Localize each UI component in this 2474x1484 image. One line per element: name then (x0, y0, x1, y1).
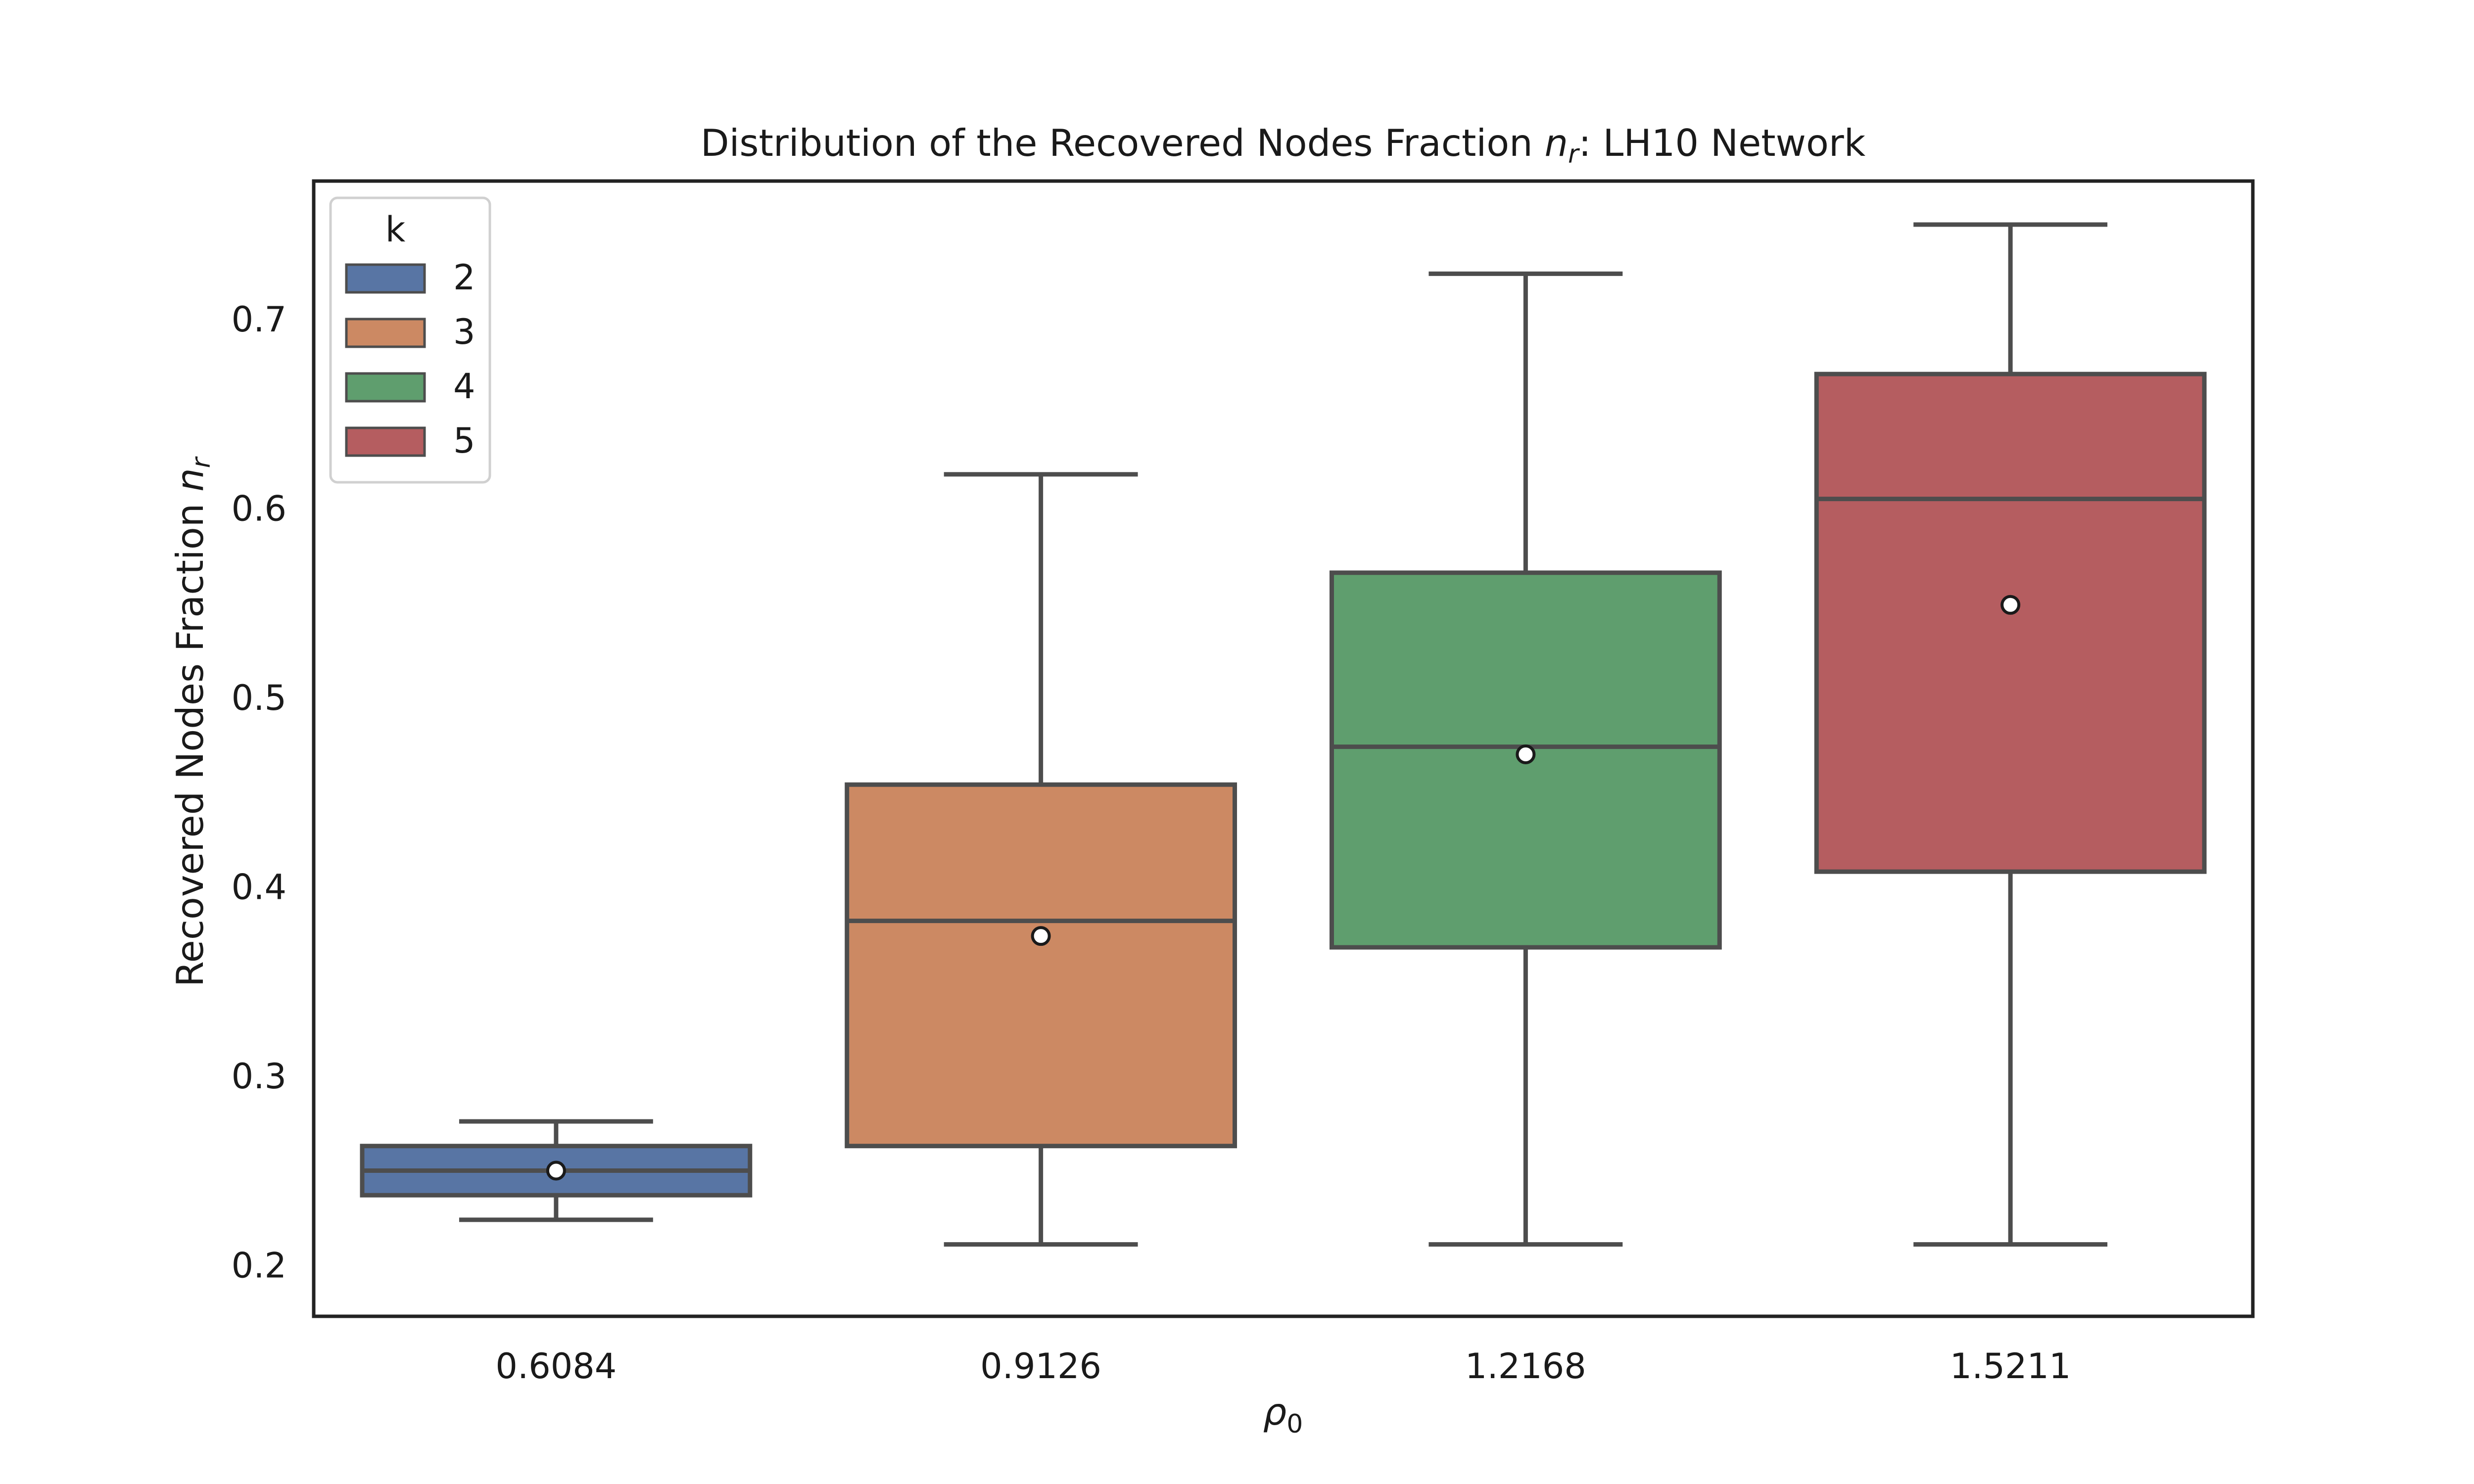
chart-title: Distribution of the Recovered Nodes Frac… (701, 121, 1866, 169)
chart-title-prefix: Distribution of the Recovered Nodes Frac… (701, 121, 1545, 165)
x-tick-label: 0.9126 (980, 1346, 1101, 1387)
legend-title: k (385, 209, 406, 250)
legend-label: 3 (453, 312, 476, 352)
box-iqr (845, 782, 1237, 1149)
chart-title-var: n (1544, 121, 1568, 165)
box-group-k-2 (360, 1119, 753, 1222)
mean-marker (1516, 744, 1536, 764)
x-axis-label-main: ρ (1263, 1390, 1287, 1434)
legend-swatch (345, 426, 426, 457)
legend-swatch (345, 263, 426, 294)
legend-label: 4 (453, 366, 476, 407)
chart-title-var-sub: r (1568, 139, 1580, 169)
mean-marker (2000, 595, 2021, 615)
y-tick-label: 0.4 (232, 867, 286, 908)
y-axis-label: Recovered Nodes Fraction nr (168, 456, 216, 987)
y-axis-label-var: n (168, 468, 212, 492)
box-group-k-5 (1814, 222, 2207, 1247)
y-axis-label-prefix: Recovered Nodes Fraction (168, 492, 212, 987)
x-axis-label: ρ0 (1263, 1390, 1303, 1439)
x-axis-label-sub: 0 (1286, 1409, 1303, 1439)
chart-title-suffix: : LH10 Network (1578, 121, 1865, 165)
x-tick-label: 1.5211 (1950, 1346, 2071, 1387)
y-tick-label: 0.6 (232, 489, 286, 529)
y-axis-ticks: 0.2 0.3 0.4 0.5 0.6 0.7 (232, 299, 286, 1286)
x-tick-label: 1.2168 (1465, 1346, 1586, 1387)
box-series-group (360, 222, 2207, 1247)
legend-label: 2 (453, 257, 476, 298)
y-axis-label-var-sub: r (187, 456, 216, 468)
y-tick-label: 0.2 (232, 1246, 286, 1286)
x-axis-ticks: 0.6084 0.9126 1.2168 1.5211 (495, 1346, 2071, 1387)
plot-frame (312, 179, 2255, 1318)
y-tick-label: 0.5 (232, 678, 286, 718)
y-tick-label: 0.7 (232, 299, 286, 340)
legend: k 2 3 4 5 (329, 196, 491, 484)
y-tick-label: 0.3 (232, 1056, 286, 1097)
box-iqr (1814, 371, 2207, 874)
mean-marker (546, 1160, 566, 1181)
legend-label: 5 (453, 420, 476, 461)
x-tick-label: 0.6084 (495, 1346, 617, 1387)
legend-swatch (345, 318, 426, 348)
legend-swatch (345, 372, 426, 403)
box-group-k-4 (1329, 271, 1722, 1247)
box-group-k-3 (845, 472, 1237, 1247)
mean-marker (1031, 926, 1051, 946)
